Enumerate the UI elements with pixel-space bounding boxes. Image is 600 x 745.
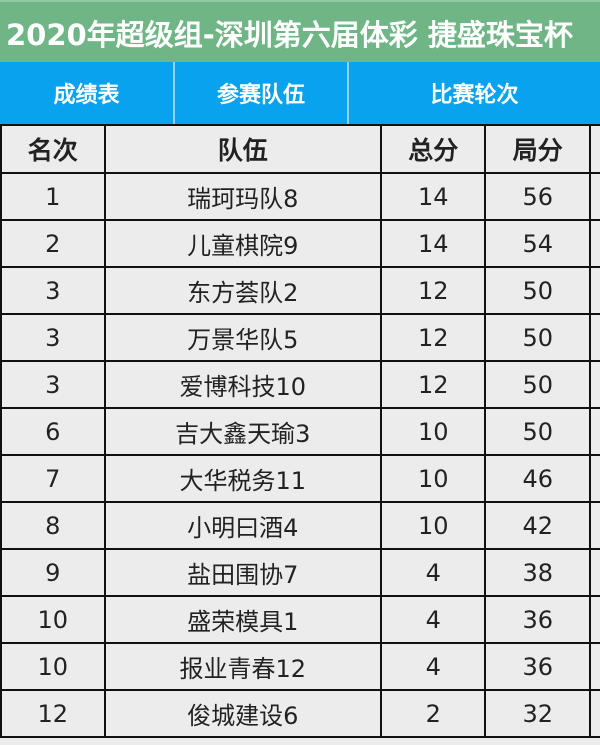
team-cell: 盛荣模具1	[103, 595, 382, 644]
table-row[interactable]: 7 大华税务11 10 46	[0, 454, 600, 503]
rank-cell: 10	[0, 595, 106, 644]
team-cell: 东方荟队2	[103, 266, 382, 315]
rank-cell: 1	[0, 172, 106, 221]
games-cell: 50	[484, 360, 592, 409]
team-cell: 万景华队5	[103, 313, 382, 362]
total-cell: 4	[379, 548, 487, 597]
team-cell: 盐田围协7	[103, 548, 382, 597]
total-cell: 14	[379, 219, 487, 268]
rank-cell: 8	[0, 501, 106, 550]
total-cell: 10	[379, 501, 487, 550]
rank-cell: 7	[0, 454, 106, 503]
table-row[interactable]: 1 瑞珂玛队8 14 56	[0, 172, 600, 221]
team-cell: 儿童棋院9	[103, 219, 382, 268]
extra-cell	[589, 407, 600, 456]
total-cell: 4	[379, 595, 487, 644]
games-cell: 38	[484, 548, 592, 597]
table-row[interactable]: 9 盐田围协7 4 38	[0, 548, 600, 597]
rank-cell: 10	[0, 642, 106, 691]
page-title: 2020年超级组-深圳第六届体彩 捷盛珠宝杯	[0, 0, 600, 62]
header-rank: 名次	[0, 124, 106, 174]
team-cell: 俊城建设6	[103, 689, 382, 738]
team-cell: 报业青春12	[103, 642, 382, 691]
results-table: 名次 队伍 总分 局分 1 瑞珂玛队8 14 56 2 儿童棋院9 14 54 3 东方荟队2 12…	[0, 124, 600, 738]
games-cell: 42	[484, 501, 592, 550]
table-row[interactable]: 8 小明曰酒4 10 42	[0, 501, 600, 550]
total-cell: 14	[379, 172, 487, 221]
extra-cell	[589, 266, 600, 315]
header-total: 总分	[379, 124, 487, 174]
games-cell: 56	[484, 172, 592, 221]
extra-cell	[589, 642, 600, 691]
games-cell: 46	[484, 454, 592, 503]
extra-cell	[589, 595, 600, 644]
rank-cell: 6	[0, 407, 106, 456]
extra-cell	[589, 172, 600, 221]
total-cell: 12	[379, 266, 487, 315]
extra-cell	[589, 501, 600, 550]
rank-cell: 9	[0, 548, 106, 597]
total-cell: 12	[379, 313, 487, 362]
extra-cell	[589, 548, 600, 597]
rank-cell: 2	[0, 219, 106, 268]
extra-cell	[589, 219, 600, 268]
header-extra	[589, 124, 600, 174]
total-cell: 2	[379, 689, 487, 738]
games-cell: 50	[484, 266, 592, 315]
games-cell: 50	[484, 407, 592, 456]
tab-bar: 成绩表 参赛队伍 比赛轮次	[0, 62, 600, 124]
games-cell: 36	[484, 595, 592, 644]
team-cell: 大华税务11	[103, 454, 382, 503]
rank-cell: 3	[0, 313, 106, 362]
extra-cell	[589, 454, 600, 503]
team-cell: 小明曰酒4	[103, 501, 382, 550]
extra-cell	[589, 360, 600, 409]
rank-cell: 3	[0, 266, 106, 315]
table-row[interactable]: 3 爱博科技10 12 50	[0, 360, 600, 409]
table-row[interactable]: 6 吉大鑫天瑜3 10 50	[0, 407, 600, 456]
table-row[interactable]: 2 儿童棋院9 14 54	[0, 219, 600, 268]
table-header: 名次 队伍 总分 局分	[0, 124, 600, 174]
header-team: 队伍	[103, 124, 382, 174]
tab-rounds[interactable]: 比赛轮次	[430, 83, 519, 108]
games-cell: 50	[484, 313, 592, 362]
extra-cell	[589, 313, 600, 362]
team-cell: 爱博科技10	[103, 360, 382, 409]
total-cell: 12	[379, 360, 487, 409]
rank-cell: 3	[0, 360, 106, 409]
games-cell: 54	[484, 219, 592, 268]
table-row[interactable]: 10 报业青春12 4 36	[0, 642, 600, 691]
extra-cell	[589, 689, 600, 738]
table-row[interactable]: 3 东方荟队2 12 50	[0, 266, 600, 315]
total-cell: 10	[379, 454, 487, 503]
team-cell: 吉大鑫天瑜3	[103, 407, 382, 456]
tab-teams[interactable]: 参赛队伍	[175, 62, 349, 124]
table-row[interactable]: 12 俊城建设6 2 32	[0, 689, 600, 738]
total-cell: 4	[379, 642, 487, 691]
games-cell: 36	[484, 642, 592, 691]
team-cell: 瑞珂玛队8	[103, 172, 382, 221]
total-cell: 10	[379, 407, 487, 456]
games-cell: 32	[484, 689, 592, 738]
table-row[interactable]: 3 万景华队5 12 50	[0, 313, 600, 362]
rank-cell: 12	[0, 689, 106, 738]
table-row[interactable]: 10 盛荣模具1 4 36	[0, 595, 600, 644]
tab-results[interactable]: 成绩表	[0, 62, 175, 124]
header-games: 局分	[484, 124, 592, 174]
